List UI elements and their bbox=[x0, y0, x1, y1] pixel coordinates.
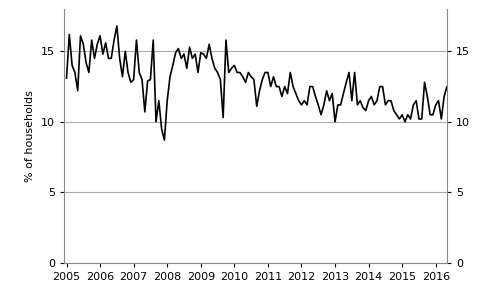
Y-axis label: % of households: % of households bbox=[25, 90, 35, 182]
